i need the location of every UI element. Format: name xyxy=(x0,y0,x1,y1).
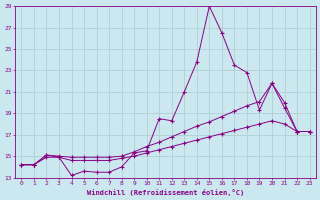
X-axis label: Windchill (Refroidissement éolien,°C): Windchill (Refroidissement éolien,°C) xyxy=(87,189,244,196)
